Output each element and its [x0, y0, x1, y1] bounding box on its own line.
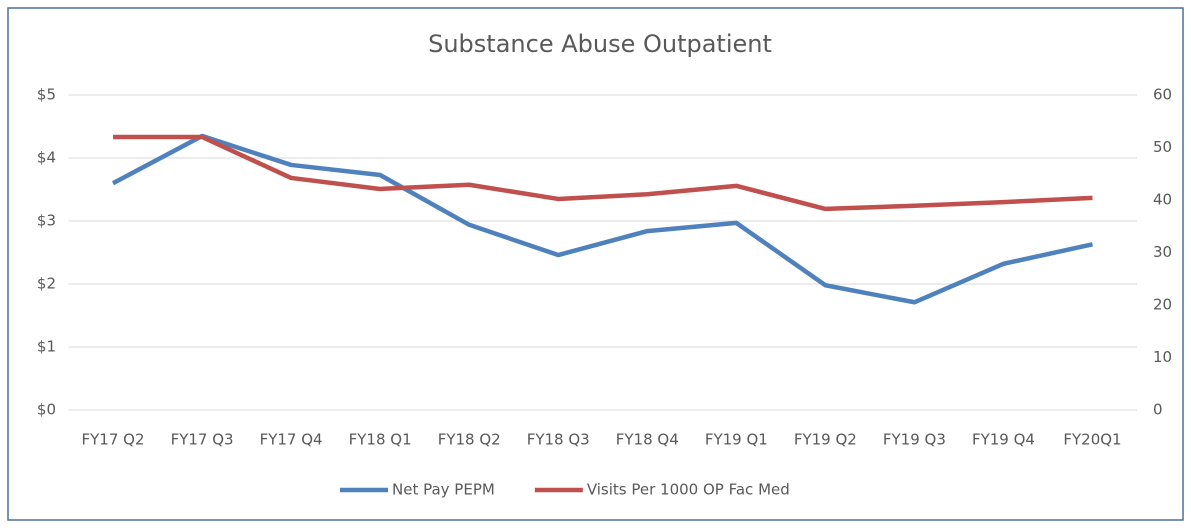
x-tick-label: FY17 Q2 — [82, 431, 145, 449]
y-tick-label: $1 — [37, 338, 56, 356]
x-tick-label: FY19 Q4 — [972, 431, 1035, 449]
chart-border — [7, 7, 1184, 521]
x-tick-label: FY19 Q3 — [883, 431, 946, 449]
y2-tick-label: 0 — [1153, 401, 1163, 419]
y2-tick-label: 50 — [1153, 138, 1172, 156]
x-tick-label: FY17 Q3 — [171, 431, 234, 449]
x-tick-label: FY18 Q2 — [438, 431, 501, 449]
y-tick-label: $5 — [37, 86, 56, 104]
y2-tick-label: 10 — [1153, 348, 1172, 366]
y2-tick-label: 60 — [1153, 86, 1172, 104]
y2-tick-label: 40 — [1153, 191, 1172, 209]
y-tick-label: $4 — [37, 149, 56, 167]
y2-tick-label: 30 — [1153, 243, 1172, 261]
legend-label: Visits Per 1000 OP Fac Med — [587, 481, 790, 499]
legend-label: Net Pay PEPM — [392, 481, 495, 499]
series-line — [111, 133, 1093, 305]
x-tick-label: FY18 Q1 — [349, 431, 412, 449]
x-tick-label: FY18 Q3 — [527, 431, 590, 449]
x-tick-label: FY20Q1 — [1063, 431, 1121, 449]
y-tick-label: $2 — [37, 275, 56, 293]
series-line — [113, 134, 1093, 212]
y2-tick-label: 20 — [1153, 296, 1172, 314]
x-tick-label: FY19 Q1 — [705, 431, 768, 449]
x-tick-label: FY18 Q4 — [616, 431, 679, 449]
chart-title: Substance Abuse Outpatient — [428, 30, 772, 58]
x-tick-label: FY17 Q4 — [260, 431, 323, 449]
y-tick-label: $3 — [37, 212, 56, 230]
x-tick-label: FY19 Q2 — [794, 431, 857, 449]
y-tick-label: $0 — [37, 401, 56, 419]
